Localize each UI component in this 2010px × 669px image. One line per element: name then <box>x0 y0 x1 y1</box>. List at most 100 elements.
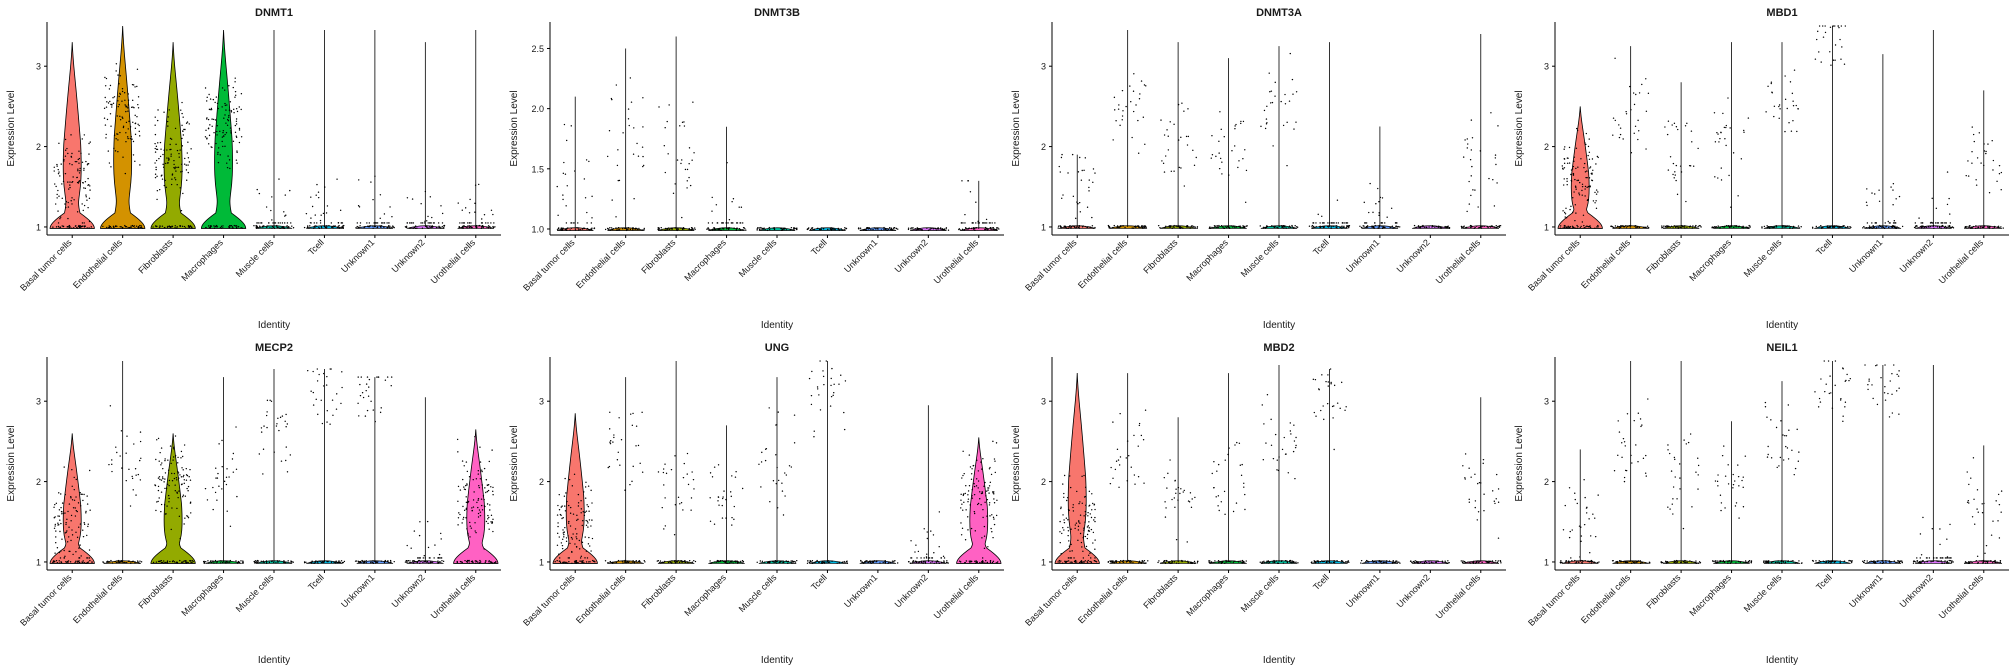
y-tick-label: 3 <box>1041 397 1046 407</box>
y-tick-label: 1.0 <box>531 224 544 234</box>
x-tick-label: Urothelial cells <box>1936 237 1985 286</box>
x-tick-label: Fibroblasts <box>639 237 678 276</box>
x-tick-label: Basal tumor cells <box>521 572 577 628</box>
x-axis-label: Identity <box>1765 320 1797 331</box>
violin-fibroblasts <box>150 42 196 229</box>
x-tick-label: Unknown2 <box>892 237 929 274</box>
x-tick-label: Muscle cells <box>234 572 276 614</box>
violin-basal-tumor-cells <box>1557 106 1603 229</box>
y-tick-label: 2 <box>1041 142 1046 152</box>
x-tick-label: Muscle cells <box>736 237 778 279</box>
violins <box>49 26 495 229</box>
violin-endothelial-cells <box>1611 560 1649 564</box>
x-axis-label: Identity <box>760 320 792 331</box>
x-tick-label: Macrophages <box>1687 572 1733 618</box>
y-tick-label: 2 <box>36 477 41 487</box>
violins <box>1054 365 1500 564</box>
jitter-points <box>1559 360 2002 565</box>
y-axis-label: Expression Level <box>509 425 520 501</box>
x-tick-label: Endothelial cells <box>71 237 124 290</box>
x-tick-label: Endothelial cells <box>574 572 627 625</box>
x-axis-label: Identity <box>1263 320 1295 331</box>
x-tick-label: Unknown2 <box>1395 572 1432 609</box>
y-tick-label: 2 <box>36 142 41 152</box>
x-tick-label: Tcell <box>1311 572 1331 592</box>
panel-title: MECP2 <box>255 342 293 354</box>
violins <box>1561 361 2002 564</box>
jitter-points <box>1057 368 1502 565</box>
y-tick-label: 3 <box>538 397 543 407</box>
x-tick-label: Fibroblasts <box>136 572 175 611</box>
y-tick-label: 1 <box>1543 557 1548 567</box>
y-tick-label: 1.5 <box>531 164 544 174</box>
y-tick-label: 3 <box>36 62 41 72</box>
y-axis-label: Expression Level <box>1011 90 1022 166</box>
y-tick-label: 1 <box>538 557 543 567</box>
x-tick-label: Fibroblasts <box>1141 572 1180 611</box>
x-tick-label: Unknown2 <box>1395 237 1432 274</box>
violin-basal-tumor-cells <box>49 433 95 564</box>
jitter-points <box>52 368 497 565</box>
panel-title: NEIL1 <box>1766 342 1797 354</box>
x-tick-label: Muscle cells <box>234 237 276 279</box>
y-axis-label: Expression Level <box>6 425 17 501</box>
axes: 1.0 1.5 2.0 2.5 Basal tumor cellsEndothelial… <box>521 22 1004 293</box>
x-tick-label: Unknown1 <box>842 572 879 609</box>
violin-basal-tumor-cells <box>1054 373 1100 564</box>
x-tick-label: Unknown1 <box>842 237 879 274</box>
x-tick-label: Endothelial cells <box>1076 572 1129 625</box>
y-tick-label: 2 <box>538 477 543 487</box>
x-tick-label: Fibroblasts <box>639 572 678 611</box>
y-tick-label: 1 <box>1041 557 1046 567</box>
violins <box>552 361 1001 564</box>
x-tick-label: Endothelial cells <box>1579 572 1632 625</box>
panel-title: UNG <box>764 342 788 354</box>
violin-fibroblasts <box>150 433 196 564</box>
y-tick-label: 2 <box>1543 142 1548 152</box>
x-tick-label: Macrophages <box>1184 237 1230 283</box>
y-tick-label: 3 <box>1543 397 1548 407</box>
x-tick-label: Tcell <box>1311 237 1331 257</box>
panel-title: DNMT1 <box>255 7 293 19</box>
x-tick-label: Unknown1 <box>1344 572 1381 609</box>
x-tick-label: Unknown2 <box>390 237 427 274</box>
x-tick-label: Unknown1 <box>339 572 376 609</box>
x-axis-label: Identity <box>258 655 290 666</box>
y-tick-label: 2 <box>1543 477 1548 487</box>
x-tick-label: Fibroblasts <box>136 237 175 276</box>
y-tick-label: 3 <box>1543 62 1548 72</box>
x-tick-label: Tcell <box>306 572 326 592</box>
x-tick-label: Urothelial cells <box>1434 572 1483 621</box>
x-tick-label: Muscle cells <box>1239 237 1281 279</box>
panel-title: MBD2 <box>1263 342 1294 354</box>
violins <box>1557 26 2002 229</box>
jitter-points <box>553 360 998 565</box>
x-tick-label: Basal tumor cells <box>18 237 74 293</box>
x-axis-label: Identity <box>1263 655 1295 666</box>
x-axis-label: Identity <box>258 320 290 331</box>
jitter-points <box>52 63 496 230</box>
violin-basal-tumor-cells <box>552 413 598 564</box>
x-tick-label: Muscle cells <box>1239 572 1281 614</box>
x-tick-label: Muscle cells <box>736 572 778 614</box>
x-tick-label: Urothelial cells <box>1434 237 1483 286</box>
x-tick-label: Tcell <box>1814 572 1834 592</box>
jitter-points <box>556 77 1000 232</box>
x-tick-label: Urothelial cells <box>931 572 980 621</box>
x-tick-label: Macrophages <box>682 237 728 283</box>
y-axis-label: Expression Level <box>1514 90 1525 166</box>
x-tick-label: Muscle cells <box>1741 572 1783 614</box>
violin-panel: DNMT3B 1.0 1.5 2.0 2.5 Basal tumor cellsEndot… <box>509 7 1004 331</box>
violins <box>49 361 499 564</box>
y-axis-label: Expression Level <box>509 90 520 166</box>
